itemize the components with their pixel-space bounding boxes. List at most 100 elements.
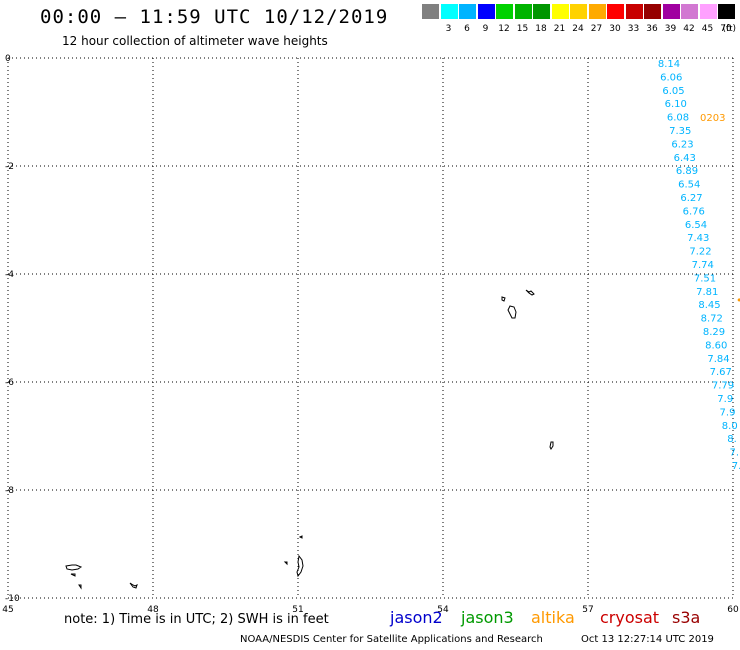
- swh-value-label: 7.22: [689, 247, 711, 258]
- latitude-tick-label: -2: [5, 162, 14, 172]
- latitude-tick-label: 0: [5, 54, 11, 64]
- swh-value-label: 8.29: [703, 327, 725, 338]
- color-scale-unit: (ft): [722, 24, 737, 34]
- latitude-tick-label: -10: [5, 594, 20, 604]
- swh-value-label: 7.79: [712, 381, 734, 392]
- swh-value-label: 6.10: [665, 99, 687, 110]
- color-scale-label: 9: [482, 24, 489, 34]
- swh-value-label: 7.74: [692, 260, 714, 271]
- color-swatch: [699, 4, 717, 19]
- color-scale-label: 36: [646, 24, 658, 34]
- swh-value-label: 8.45: [698, 300, 720, 311]
- color-swatch: [588, 4, 606, 19]
- color-scale-label: 21: [553, 24, 566, 34]
- color-swatch: [422, 4, 439, 19]
- satellite-name-cryosat: cryosat: [600, 608, 660, 627]
- island-coastlines: [65, 289, 554, 590]
- latitude-tick-label: -8: [5, 486, 14, 496]
- satellite-name-s3a: s3a: [672, 608, 701, 627]
- color-scale-label: 12: [498, 24, 510, 34]
- satellite-name-jason3: jason3: [461, 608, 514, 627]
- island-outline: [283, 561, 288, 566]
- swh-value-label: 6.08: [667, 113, 689, 124]
- longitude-tick-label: 45: [2, 605, 13, 615]
- color-swatch: [514, 4, 532, 19]
- color-scale-label: 33: [627, 24, 640, 34]
- latitude-tick-label: -6: [5, 378, 14, 388]
- color-swatch: [718, 4, 735, 19]
- swh-value-label: 7.: [732, 461, 740, 472]
- longitude-tick-label: 51: [292, 605, 303, 615]
- color-swatch: [496, 4, 513, 19]
- island-outline: [65, 564, 83, 571]
- color-scale-label: 27: [590, 24, 603, 34]
- color-scale-label: 18: [535, 24, 547, 34]
- island-outline: [78, 584, 82, 590]
- color-swatch: [551, 4, 569, 19]
- swh-value-label: 7.81: [696, 287, 718, 298]
- color-scale-label: 30: [609, 24, 621, 34]
- island-outline: [507, 305, 517, 319]
- swh-value-label: 6.54: [678, 180, 700, 191]
- swh-value-label: 6.89: [676, 166, 698, 177]
- color-scale-label: 39: [664, 24, 677, 34]
- color-scale-label: 42: [683, 24, 695, 34]
- swh-value-label: 7.9: [720, 407, 736, 418]
- pass-time-label: 0203: [700, 113, 725, 124]
- swh-value-label: 8.0: [722, 421, 738, 432]
- swh-value-label: 6.43: [674, 153, 696, 164]
- color-scale-label: 3: [445, 24, 452, 34]
- swh-value-label: 6.27: [680, 193, 702, 204]
- island-outline: [298, 535, 303, 539]
- swh-value-label: 7.67: [710, 367, 732, 378]
- satellite-name-jason2: jason2: [390, 608, 443, 627]
- longitude-tick-label: 60: [727, 605, 739, 615]
- footer-note: note: 1) Time is in UTC; 2) SWH is in fe…: [64, 612, 329, 627]
- island-outline: [525, 289, 535, 296]
- island-outline: [129, 582, 138, 589]
- swh-value-label: 6.76: [683, 206, 705, 217]
- swh-value-label: 6.23: [671, 139, 693, 150]
- color-swatch: [533, 4, 550, 19]
- swh-value-label: 6.54: [685, 220, 707, 231]
- generated-timestamp: Oct 13 12:27:14 UTC 2019: [581, 634, 714, 645]
- pass-time-edge-marker: •: [736, 294, 740, 307]
- color-swatch: [607, 4, 624, 19]
- island-outline: [70, 573, 76, 577]
- color-swatch: [440, 4, 458, 19]
- swh-value-label: 6.05: [662, 86, 684, 97]
- color-scale-label: 45: [701, 24, 714, 34]
- island-outline: [296, 554, 304, 578]
- swh-value-label: 7.35: [669, 126, 691, 137]
- color-swatch: [662, 4, 680, 19]
- color-swatch: [644, 4, 661, 19]
- color-scale-label: 6: [464, 24, 470, 34]
- color-scale-label: 24: [572, 24, 584, 34]
- swh-value-label: 6.06: [660, 72, 682, 83]
- color-scale-label: 70: [720, 24, 732, 34]
- color-swatch: [570, 4, 587, 19]
- swh-value-label: 7.84: [707, 354, 729, 365]
- swh-value-label: 8.: [727, 434, 737, 445]
- lat-lon-grid: [7, 57, 734, 599]
- swh-value-label: 7.: [729, 448, 739, 459]
- credit-line: NOAA/NESDIS Center for Satellite Applica…: [240, 634, 543, 645]
- axis-tick-labels: 45 48 51 54 57 60 0 -2 -4 -6 -8 -10: [2, 54, 739, 615]
- color-scale-label: 15: [516, 24, 529, 34]
- longitude-tick-label: 54: [437, 605, 449, 615]
- longitude-tick-label: 57: [582, 605, 593, 615]
- satellite-name-altika: altika: [531, 608, 575, 627]
- color-swatch: [681, 4, 698, 19]
- latitude-tick-label: -4: [5, 270, 14, 280]
- map-subtitle: 12 hour collection of altimeter wave hei…: [62, 34, 328, 48]
- swh-value-label: 7.43: [687, 233, 709, 244]
- swh-observations: 8.14 6.06 6.05 6.10 6.08 7.35 6.23 6.43 6.89 6.54…: [658, 59, 740, 472]
- island-outline: [549, 441, 554, 450]
- swh-value-label: 8.60: [705, 340, 727, 351]
- color-swatch: [477, 4, 495, 19]
- color-swatch: [625, 4, 643, 19]
- swh-value-label: 7.51: [694, 273, 716, 284]
- map-title: 00:00 – 11:59 UTC 10/12/2019: [40, 6, 389, 28]
- swh-value-label: 8.72: [701, 314, 723, 325]
